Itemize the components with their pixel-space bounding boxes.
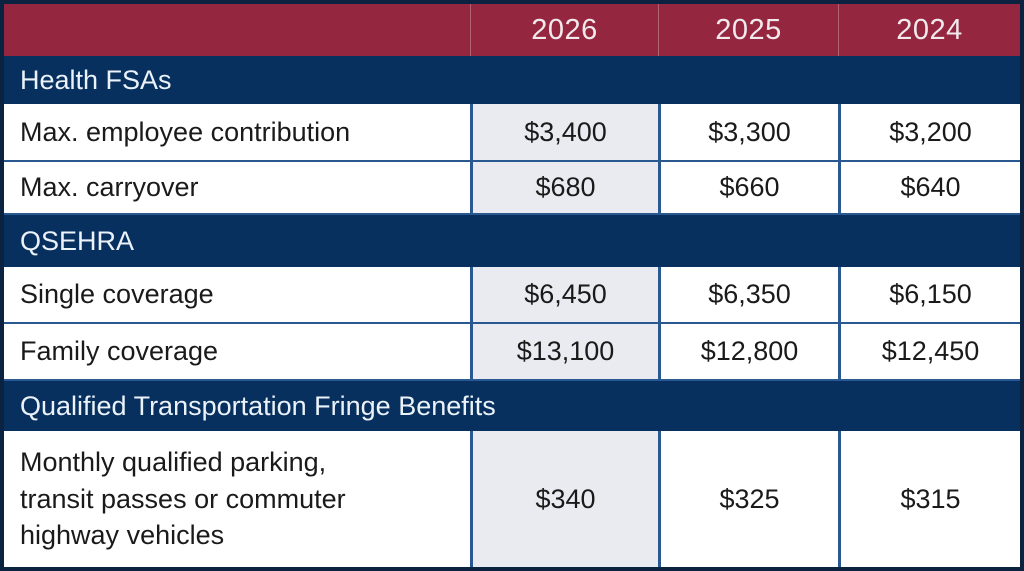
year-header-row: 2026 2025 2024: [4, 4, 1020, 56]
table-row-family-coverage: Family coverage $13,100 $12,800 $12,450: [4, 324, 1020, 381]
table-row-max-employee-contribution: Max. employee contribution $3,400 $3,300…: [4, 104, 1020, 162]
value-2024: $12,450: [838, 324, 1020, 379]
value-2026: $13,100: [470, 324, 658, 379]
value-2026: $680: [470, 162, 658, 213]
section-header-transportation-benefits: Qualified Transportation Fringe Benefits: [4, 381, 1020, 431]
row-label: Max. employee contribution: [20, 116, 351, 147]
section-title: Health FSAs: [20, 64, 172, 95]
value-2025: $6,350: [658, 267, 838, 322]
year-header-2024: 2024: [838, 4, 1020, 56]
table-row-monthly-parking-transit: Monthly qualified parking, transit passe…: [4, 431, 1020, 567]
row-label: Family coverage: [20, 336, 219, 366]
section-title: QSEHRA: [20, 225, 135, 256]
value-2025: $12,800: [658, 324, 838, 379]
table-row-single-coverage: Single coverage $6,450 $6,350 $6,150: [4, 267, 1020, 324]
section-title: Qualified Transportation Fringe Benefits: [20, 390, 496, 421]
value-2025: $660: [658, 162, 838, 213]
row-label: Single coverage: [20, 279, 214, 309]
value-2026: $340: [470, 431, 658, 567]
section-header-qsehra: QSEHRA: [4, 215, 1020, 267]
value-2026: $6,450: [470, 267, 658, 322]
value-2026: $3,400: [470, 104, 658, 160]
value-2025: $325: [658, 431, 838, 567]
year-header-empty-cell: [4, 4, 470, 56]
value-2024: $315: [838, 431, 1020, 567]
value-2024: $6,150: [838, 267, 1020, 322]
row-label: Monthly qualified parking, transit passe…: [20, 446, 346, 551]
year-header-2025: 2025: [658, 4, 838, 56]
table-row-max-carryover: Max. carryover $680 $660 $640: [4, 162, 1020, 215]
value-2025: $3,300: [658, 104, 838, 160]
section-header-health-fsas: Health FSAs: [4, 56, 1020, 104]
row-label: Max. carryover: [20, 172, 199, 202]
value-2024: $3,200: [838, 104, 1020, 160]
value-2024: $640: [838, 162, 1020, 213]
year-header-2026: 2026: [470, 4, 658, 56]
